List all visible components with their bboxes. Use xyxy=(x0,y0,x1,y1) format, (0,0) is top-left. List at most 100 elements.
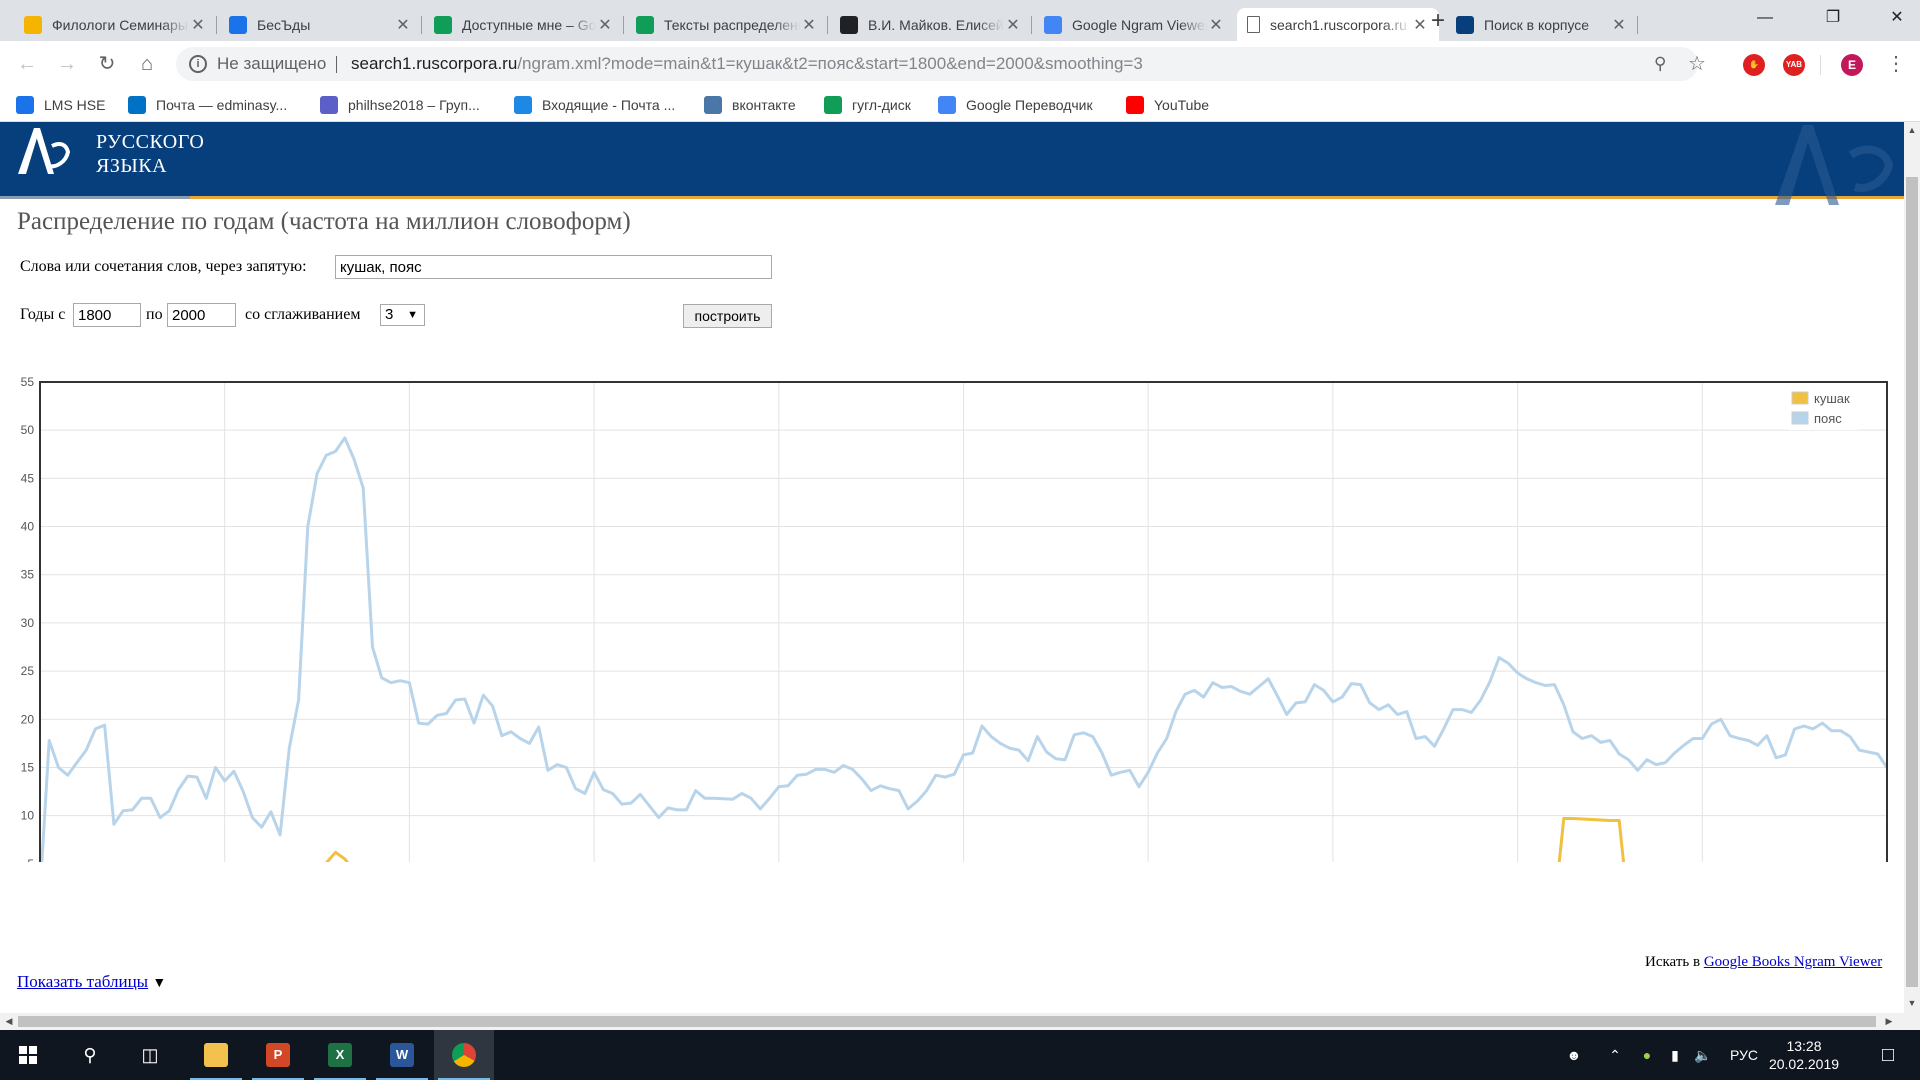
browser-tab[interactable]: В.И. Майков. Елисей ✕ xyxy=(830,8,1032,41)
browser-tab[interactable]: Филологи Семинары ✕ xyxy=(14,8,217,41)
maximize-button[interactable]: ❐ xyxy=(1825,9,1841,26)
close-window-button[interactable]: ✕ xyxy=(1890,9,1904,26)
browser-menu-icon[interactable]: ⋮ xyxy=(1886,53,1906,75)
forward-button[interactable]: → xyxy=(57,53,77,75)
profile-avatar[interactable]: E xyxy=(1841,54,1863,76)
bookmark-item[interactable]: YouTube xyxy=(1126,94,1209,116)
taskbar-app-powerpoint[interactable]: P xyxy=(248,1030,308,1080)
tab-close-icon[interactable]: ✕ xyxy=(598,16,612,34)
search-icon[interactable]: ⚲ xyxy=(83,1044,97,1065)
logo-line-1: РУССКОГО xyxy=(96,131,205,153)
battery-icon[interactable]: ▮ xyxy=(1671,1047,1679,1063)
browser-tab-strip: Филологи Семинары ✕ БесЪды ✕ Доступные мне –… xyxy=(0,0,1920,41)
legend-label: пояс xyxy=(1814,411,1842,426)
bookmark-item[interactable]: Google Переводчик xyxy=(938,94,1093,116)
adblock-extension-icon[interactable]: ✋ xyxy=(1743,54,1765,76)
bookmark-item[interactable]: philhse2018 – Груп... xyxy=(320,94,480,116)
taskbar-app-excel[interactable]: X xyxy=(310,1030,370,1080)
tab-close-icon[interactable]: ✕ xyxy=(396,16,410,34)
bookmark-item[interactable]: гугл-диск xyxy=(824,94,911,116)
taskbar-app-word[interactable]: W xyxy=(372,1030,432,1080)
chrome-icon xyxy=(452,1043,476,1067)
url-text[interactable]: search1.ruscorpora.ru/ngram.xml?mode=mai… xyxy=(351,47,1143,81)
show-tables-link[interactable]: Показать таблицы xyxy=(17,972,149,991)
legend-swatch xyxy=(1791,391,1809,405)
reload-button[interactable]: ↻ xyxy=(98,53,116,75)
browser-tab[interactable]: Доступные мне – Google Диск✕ xyxy=(424,8,624,41)
browser-tab[interactable]: БесЪды ✕ xyxy=(219,8,422,41)
scroll-down-icon[interactable]: ▼ xyxy=(1907,998,1917,1008)
tab-close-icon[interactable]: ✕ xyxy=(1413,16,1427,34)
language-indicator[interactable]: РУС xyxy=(1729,1047,1759,1063)
back-button[interactable]: ← xyxy=(17,53,37,75)
search-in-prefix: Искать в xyxy=(1645,954,1701,970)
people-icon[interactable]: ☻ xyxy=(1566,1047,1582,1063)
browser-tab[interactable]: Поиск в корпусе ✕ xyxy=(1446,8,1638,41)
address-bar[interactable]: i Не защищено search1.ruscorpora.ru/ngra… xyxy=(176,47,1706,81)
tab-favicon-icon xyxy=(1456,15,1474,34)
year-to-input[interactable] xyxy=(167,303,236,327)
info-icon[interactable]: i xyxy=(189,55,207,73)
bookmark-item[interactable]: LMS HSE xyxy=(16,94,105,116)
bookmark-star-icon[interactable]: ☆ xyxy=(1688,53,1706,75)
tab-close-icon[interactable]: ✕ xyxy=(802,16,816,34)
tab-close-icon[interactable]: ✕ xyxy=(1612,16,1626,34)
bookmark-label: Входящие - Почта ... xyxy=(542,97,676,113)
smoothing-select[interactable]: 3 ▼ xyxy=(380,304,425,326)
tab-title: В.И. Майков. Елисей xyxy=(868,16,1004,33)
logo-line-2: ЯЗЫКА xyxy=(96,155,168,177)
taskbar-clock[interactable]: 13:28 20.02.2019 xyxy=(1764,1037,1844,1073)
site-logo-text[interactable]: РУССКОГО ЯЗЫКА xyxy=(96,130,204,178)
zoom-icon[interactable]: ⚲ xyxy=(1654,54,1667,73)
scroll-right-icon[interactable]: ▶ xyxy=(1885,1016,1893,1026)
scroll-up-icon[interactable]: ▲ xyxy=(1907,125,1917,135)
show-hidden-icons[interactable]: ⌃ xyxy=(1609,1047,1621,1063)
minimize-button[interactable]: — xyxy=(1757,9,1773,26)
show-tables-toggle[interactable]: Показать таблицы ▼ xyxy=(17,972,166,992)
scroll-left-icon[interactable]: ◀ xyxy=(5,1016,13,1026)
url-host: search1.ruscorpora.ru xyxy=(351,54,518,73)
bookmark-favicon-icon xyxy=(16,96,34,114)
year-from-input[interactable] xyxy=(73,303,141,327)
tab-close-icon[interactable]: ✕ xyxy=(1209,16,1223,34)
yab-extension-icon[interactable]: YAB xyxy=(1783,54,1805,76)
tab-separator xyxy=(827,16,828,34)
bookmark-label: YouTube xyxy=(1154,97,1210,113)
bookmark-item[interactable]: вконтакте xyxy=(704,94,796,116)
tab-title: Филологи Семинары xyxy=(52,16,188,33)
volume-icon[interactable]: 🔈 xyxy=(1694,1047,1712,1063)
browser-tab[interactable]: search1.ruscorpora.ru ✕ xyxy=(1237,8,1439,41)
bookmark-favicon-icon xyxy=(824,96,842,114)
vertical-scrollbar[interactable]: ▲ ▼ xyxy=(1904,122,1920,1013)
bookmark-item[interactable]: Почта — edminasy... xyxy=(128,94,287,116)
browser-tab[interactable]: Тексты распределение ✕ xyxy=(626,8,828,41)
horizontal-scrollbar-thumb[interactable] xyxy=(18,1016,1876,1027)
home-button[interactable]: ⌂ xyxy=(140,53,154,75)
build-button[interactable]: построить xyxy=(683,304,772,328)
tab-close-icon[interactable]: ✕ xyxy=(1006,16,1020,34)
running-indicator xyxy=(190,1078,242,1080)
browser-tab[interactable]: Google Ngram Viewer ✕ xyxy=(1034,8,1235,41)
notifications-icon[interactable]: □ xyxy=(1881,1044,1895,1066)
bookmark-favicon-icon xyxy=(704,96,722,114)
y-tick-label: 15 xyxy=(21,760,35,774)
taskbar-app-file-explorer[interactable] xyxy=(186,1030,246,1080)
security-label[interactable]: Не защищено xyxy=(217,54,327,73)
word-icon: W xyxy=(390,1043,414,1067)
tab-favicon-icon xyxy=(636,15,654,34)
scrollbar-thumb[interactable] xyxy=(1906,177,1918,987)
bookmark-favicon-icon xyxy=(128,96,146,114)
smoothing-label: со сглаживанием xyxy=(245,306,361,323)
ruscorpora-logo-icon[interactable] xyxy=(8,122,78,177)
bookmark-item[interactable]: Входящие - Почта ... xyxy=(514,94,675,116)
horizontal-scrollbar[interactable]: ◀ ▶ xyxy=(0,1013,1920,1030)
task-view-icon[interactable]: ◫ xyxy=(141,1044,159,1065)
network-extension-icon[interactable]: ● xyxy=(1642,1047,1652,1063)
google-ngram-link[interactable]: Google Books Ngram Viewer xyxy=(1703,954,1883,970)
taskbar-app-chrome[interactable] xyxy=(434,1030,494,1080)
expand-arrow-icon[interactable]: ▼ xyxy=(152,976,167,991)
words-input[interactable] xyxy=(335,255,772,279)
start-button[interactable] xyxy=(0,1030,56,1080)
new-tab-button[interactable]: + xyxy=(1430,7,1445,34)
tab-close-icon[interactable]: ✕ xyxy=(191,16,205,34)
